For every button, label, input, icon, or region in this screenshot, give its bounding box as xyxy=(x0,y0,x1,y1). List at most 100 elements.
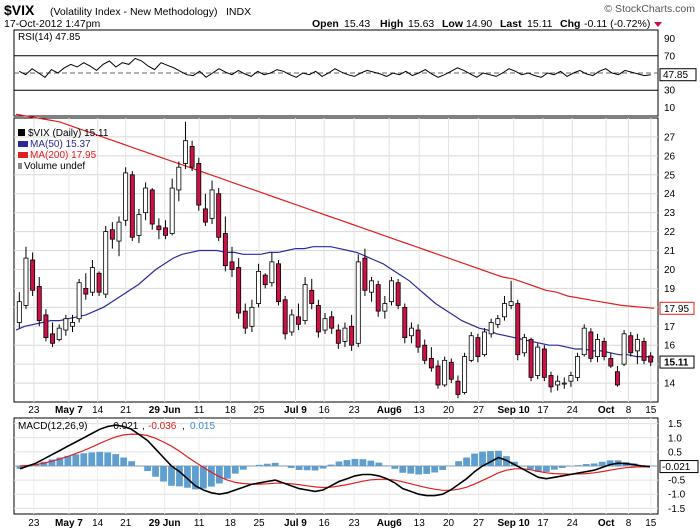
candle-body xyxy=(342,327,348,342)
rsi-legend: RSI(14) 47.85 xyxy=(18,32,81,43)
macd-x-tick-label: 17 xyxy=(537,518,549,529)
rsi-last-value-label: 47.85 xyxy=(663,70,688,81)
macd-histogram-bar xyxy=(423,466,431,474)
candle xyxy=(349,314,355,351)
candle xyxy=(89,260,95,296)
macd-histogram-bar xyxy=(80,453,88,466)
candle-body xyxy=(302,284,308,321)
rsi-tick-label: 30 xyxy=(664,86,676,97)
macd-histogram-bar xyxy=(311,466,319,471)
candle xyxy=(641,337,647,365)
candle-body xyxy=(315,305,321,333)
candle xyxy=(428,347,434,372)
macd-histogram-bar xyxy=(96,451,104,466)
candle xyxy=(123,167,129,226)
candle xyxy=(222,216,228,272)
macd-tick-label: 1.5 xyxy=(668,419,682,430)
candle xyxy=(256,263,262,308)
candle xyxy=(614,366,620,387)
macd-histogram-bar xyxy=(542,466,550,472)
price-legend-label: $VIX (Daily) 15.11 xyxy=(28,128,109,139)
macd-histogram-bar xyxy=(463,457,470,466)
macd-histogram-bar xyxy=(271,462,279,466)
candle xyxy=(216,188,222,242)
price-x-tick-label: Oct xyxy=(598,405,615,416)
macd-histogram-bar xyxy=(239,466,247,470)
candle-body xyxy=(614,371,620,386)
candle xyxy=(482,328,487,357)
price-tick-label: 25 xyxy=(664,170,676,181)
macd-histogram-bar xyxy=(598,461,606,466)
candle xyxy=(36,277,42,327)
candle xyxy=(588,328,594,363)
candle-body xyxy=(89,267,95,293)
macd-x-tick-label: 23 xyxy=(28,518,40,529)
candle xyxy=(415,324,421,353)
price-last-value-box xyxy=(659,355,695,369)
macd-histogram-bar xyxy=(136,466,144,467)
price-tick-label: 20 xyxy=(664,265,676,276)
candle-body xyxy=(23,257,29,306)
price-x-tick-label: 21 xyxy=(120,405,132,416)
candle xyxy=(389,277,394,306)
ma50-legend-label: MA(50) 15.37 xyxy=(30,139,91,150)
candle-body xyxy=(508,301,514,306)
macd-x-tick-label: 29 Jun xyxy=(149,518,181,529)
macd-histogram-bar xyxy=(447,465,455,467)
macd-histogram-bar xyxy=(56,457,64,466)
candle xyxy=(169,178,175,236)
candle-body xyxy=(528,339,534,378)
candle-body xyxy=(103,231,109,295)
candle xyxy=(189,140,195,172)
candle-body xyxy=(236,267,242,314)
candle xyxy=(269,252,275,287)
candle-body xyxy=(276,263,281,303)
candle-body xyxy=(282,299,288,335)
candle xyxy=(495,314,501,329)
candle-body xyxy=(428,358,434,369)
macd-histogram-bar xyxy=(367,460,375,466)
macd-legend-sep2: , xyxy=(182,421,185,432)
candle xyxy=(282,295,288,340)
candle-body xyxy=(196,163,202,206)
candle xyxy=(322,313,328,334)
candle-body xyxy=(50,333,56,344)
open-value: 15.43 xyxy=(344,18,370,30)
candle xyxy=(601,337,607,361)
candle-body xyxy=(402,306,408,339)
candle-body xyxy=(43,314,49,339)
candle-body xyxy=(521,337,527,354)
exchange: INDX xyxy=(226,6,251,18)
candle-body xyxy=(541,348,547,378)
candle-body xyxy=(123,172,129,221)
macd-legend-hist: 0.015 xyxy=(190,421,215,432)
macd-legend: MACD(12,26,9) -0.021 , -0.036 , 0.015 xyxy=(18,421,215,432)
macd-x-tick-label: May 7 xyxy=(55,518,83,529)
low-value: 14.90 xyxy=(466,18,492,30)
candle-body xyxy=(568,375,574,382)
macd-histogram-bar xyxy=(152,466,159,477)
macd-last-value-box xyxy=(659,460,699,474)
ma50-line xyxy=(15,246,655,358)
candle-body xyxy=(601,341,607,357)
price-x-tick-label: 23 xyxy=(28,405,40,416)
macd-histogram-bar xyxy=(168,466,175,486)
candle xyxy=(16,292,22,329)
candle-body xyxy=(588,331,594,359)
macd-x-tick-label: 16 xyxy=(319,518,331,529)
candle-body xyxy=(222,233,228,267)
macd-histogram-bar xyxy=(519,466,526,467)
candle-body xyxy=(349,325,355,346)
candle-body xyxy=(548,375,554,388)
candle xyxy=(475,333,481,363)
candle xyxy=(50,322,56,348)
macd-histogram-bar xyxy=(574,465,582,466)
macd-x-tick-label: 11 xyxy=(194,518,205,529)
candle xyxy=(488,318,494,338)
candle-body xyxy=(269,261,275,284)
candle xyxy=(43,309,49,342)
low-label: Low xyxy=(442,18,464,30)
candle xyxy=(548,371,554,393)
candle-body xyxy=(595,339,600,357)
candle xyxy=(608,352,614,368)
